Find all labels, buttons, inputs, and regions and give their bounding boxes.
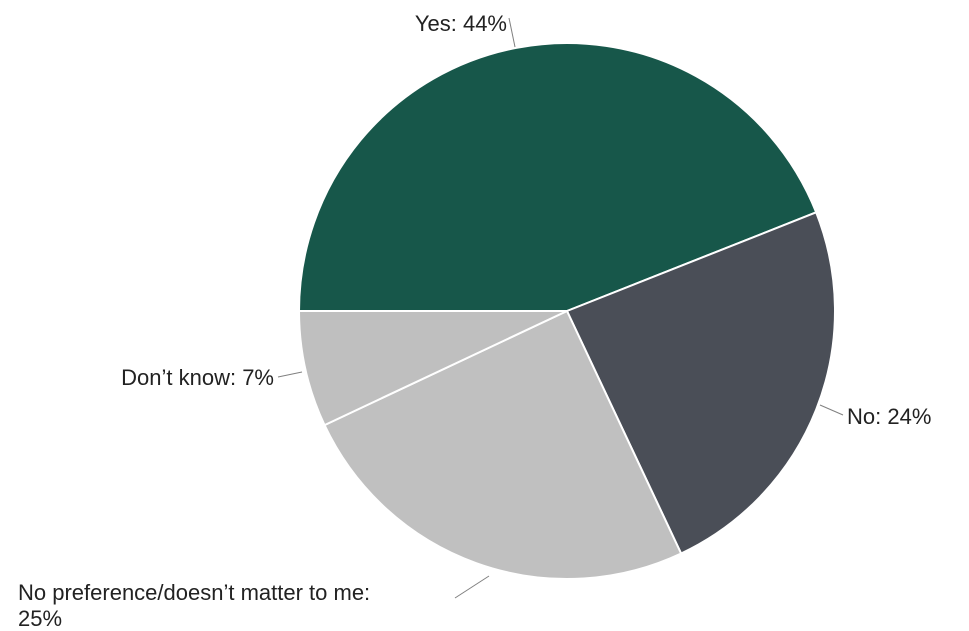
slice-label-no: No: 24%	[847, 404, 931, 429]
pie-slice-no-preference	[323, 310, 683, 580]
leader-line-dont-know	[277, 371, 303, 378]
slice-label-dont-know: Don’t know: 7%	[121, 365, 274, 390]
leader-line-no	[819, 404, 844, 416]
leader-line-yes	[508, 17, 516, 48]
slice-label-yes: Yes: 44%	[415, 11, 507, 36]
pie-slice-yes	[298, 42, 818, 312]
pie-slice-no	[566, 211, 836, 555]
label-group-no: No: 24%	[819, 404, 931, 429]
slice-label-no-preference-value: 25%	[18, 606, 62, 631]
label-group-yes: Yes: 44%	[415, 11, 516, 48]
pie-slice-dont-know	[298, 310, 568, 427]
slice-label-no-preference: No preference/doesn’t matter to me:	[18, 580, 370, 605]
leader-line-no-preference	[454, 575, 490, 599]
label-group-no-preference: No preference/doesn’t matter to me: 25%	[18, 575, 490, 631]
label-group-dont-know: Don’t know: 7%	[121, 365, 303, 390]
pie-slices	[298, 42, 836, 580]
